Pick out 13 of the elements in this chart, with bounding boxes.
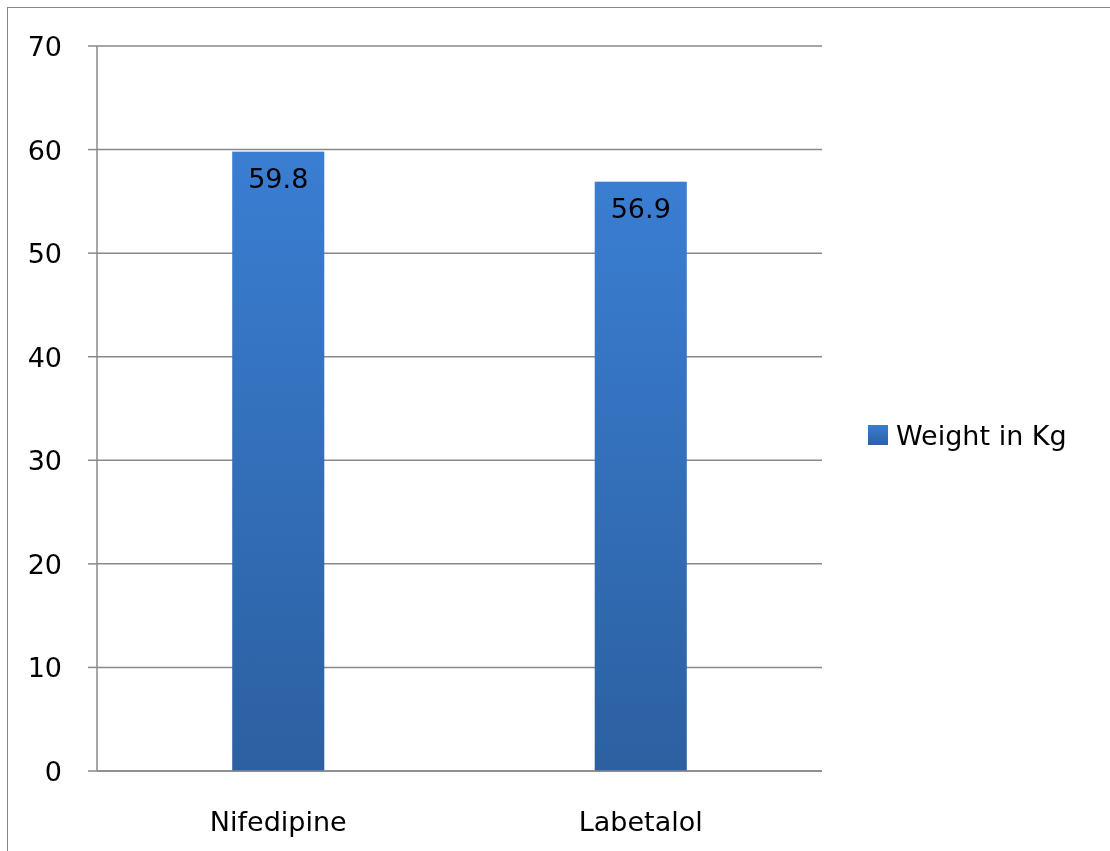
y-tick-label: 50 [27, 238, 62, 270]
x-tick-label: Nifedipine [209, 806, 347, 837]
y-tick-label: 30 [27, 445, 62, 477]
y-tick-label: 40 [27, 341, 62, 373]
x-tick-label: Labetalol [578, 806, 703, 837]
legend-label: Weight in Kg [896, 420, 1067, 451]
data-label: 59.8 [248, 162, 309, 194]
y-tick-label: 10 [27, 652, 62, 684]
y-tick-label: 0 [44, 756, 62, 787]
y-tick-label: 70 [27, 31, 62, 62]
data-label: 56.9 [610, 192, 671, 224]
y-tick-label: 60 [27, 134, 62, 166]
y-tick-label: 20 [27, 548, 62, 580]
